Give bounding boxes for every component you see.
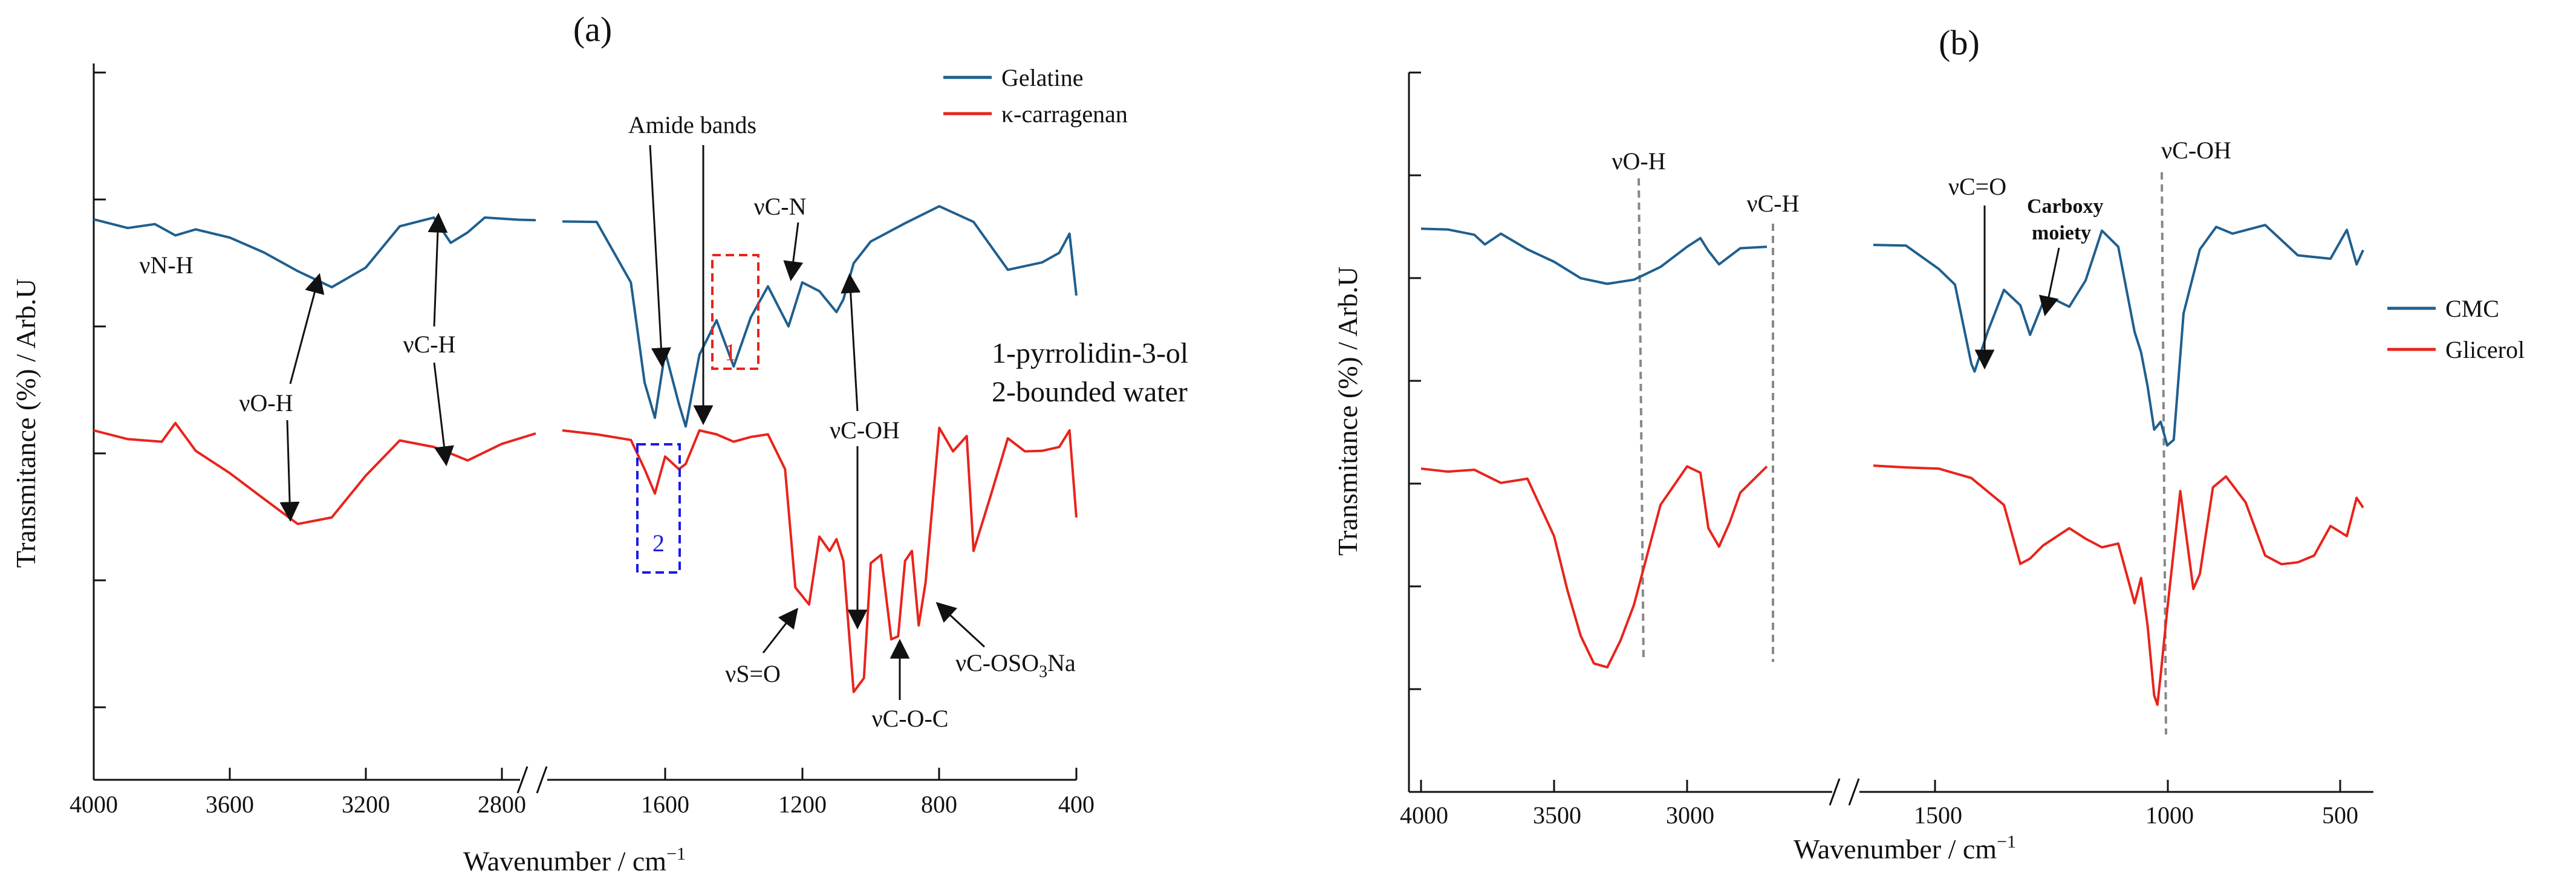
annotation-ch-a: νC-H bbox=[403, 331, 456, 358]
panel-b-series-glicerol-line bbox=[1421, 465, 2363, 705]
panel-b-annotations: νO-H νC-H νC=O Carboxy moiety νC-OH bbox=[1612, 137, 2231, 368]
arrow-so bbox=[763, 609, 797, 653]
panel-a-y-label: Transmitance (%) / Arb.U bbox=[10, 279, 41, 568]
guide-oh bbox=[1639, 178, 1644, 662]
panel-b-x-label: Wavenumber / cm−1 bbox=[1794, 832, 2016, 864]
panel-b-legend: CMC Glicerol bbox=[2387, 295, 2525, 363]
panel-b: (b) 4000 3500 3000 bbox=[1332, 23, 2525, 864]
panel-a-xtick-1200: 1200 bbox=[778, 791, 827, 818]
arrow-oh-down bbox=[287, 420, 290, 520]
arrow-oh-up bbox=[290, 275, 319, 384]
panel-b-x-tick-labels: 4000 3500 3000 1500 1000 500 bbox=[1400, 802, 2358, 829]
annotation-ch-b: νC-H bbox=[1747, 190, 1800, 217]
annotation-coh-b: νC-OH bbox=[2161, 137, 2231, 164]
annotation-moiety: moiety bbox=[2032, 222, 2091, 244]
panel-a-xtick-800: 800 bbox=[921, 791, 957, 818]
panel-b-y-ticks bbox=[1409, 73, 1421, 689]
annotation-cn: νC-N bbox=[754, 193, 807, 220]
panel-b-xtick-1500: 1500 bbox=[1914, 802, 1962, 829]
annotation-amide-bands: Amide bands bbox=[628, 111, 756, 138]
annotation-coc: νC-O-C bbox=[872, 705, 949, 732]
annotation-oh: νO-H bbox=[239, 389, 293, 417]
panel-a-x-label: Wavenumber / cm−1 bbox=[463, 844, 686, 877]
panel-b-xtick-1000: 1000 bbox=[2145, 802, 2194, 829]
panel-a-title: (a) bbox=[573, 10, 612, 49]
panel-b-series-cmc-line bbox=[1421, 225, 2363, 446]
panel-b-guides bbox=[1639, 172, 2166, 734]
arrow-carboxy bbox=[2045, 248, 2059, 314]
panel-b-y-label: Transmitance (%) / Arb.U bbox=[1332, 267, 1363, 556]
arrow-coh-up bbox=[850, 275, 857, 411]
panel-a-xtick-2800: 2800 bbox=[478, 791, 526, 818]
panel-a-xtick-400: 400 bbox=[1058, 791, 1094, 818]
panel-a-series-kcarragenan-line bbox=[94, 423, 1076, 692]
panel-a-xtick-1600: 1600 bbox=[641, 791, 689, 818]
arrow-amide-1 bbox=[650, 145, 662, 366]
panel-b-xtick-500: 500 bbox=[2322, 802, 2358, 829]
panel-b-legend-glicerol: Glicerol bbox=[2445, 336, 2525, 363]
arrow-cn bbox=[791, 222, 798, 279]
annotation-so: νS=O bbox=[725, 660, 781, 687]
panel-b-legend-cmc: CMC bbox=[2445, 295, 2499, 322]
panel-a-annotations: νN-H νO-H νC-H Amide bands 1 2 νC-N νC-O… bbox=[139, 111, 1188, 732]
note-pyrrolidin: 1-pyrrolidin-3-ol bbox=[992, 337, 1188, 369]
panel-b-title: (b) bbox=[1939, 23, 1980, 62]
panel-a-legend-kcarragenan: κ-carragenan bbox=[1001, 100, 1128, 128]
panel-a-xtick-3200: 3200 bbox=[342, 791, 390, 818]
panel-a-y-ticks bbox=[94, 73, 106, 707]
panel-a-xtick-3600: 3600 bbox=[206, 791, 254, 818]
panel-b-xtick-3500: 3500 bbox=[1533, 802, 1581, 829]
panel-a-x-tick-labels: 4000 3600 3200 2800 1600 1200 800 400 bbox=[70, 791, 1094, 818]
annotation-coso3na: νC-OSO3Na bbox=[955, 649, 1076, 681]
annotation-co: νC=O bbox=[1948, 173, 2006, 200]
panel-b-x-ticks bbox=[1421, 780, 2340, 792]
annotation-coh-a: νC-OH bbox=[830, 417, 900, 444]
figure-canvas: (a) 4000 bbox=[0, 0, 2576, 885]
highlight-box-2-label: 2 bbox=[652, 530, 665, 557]
panel-a-axis-break bbox=[518, 767, 547, 793]
annotation-carboxy: Carboxy bbox=[2027, 195, 2104, 218]
panel-a-legend-gelatine: Gelatine bbox=[1001, 64, 1084, 91]
panel-b-xtick-4000: 4000 bbox=[1400, 802, 1448, 829]
note-bounded-water: 2-bounded water bbox=[992, 376, 1188, 408]
panel-b-axis-break bbox=[1830, 779, 1859, 805]
panel-a-x-ticks bbox=[94, 768, 1076, 780]
panel-b-xtick-3000: 3000 bbox=[1666, 802, 1714, 829]
panel-a: (a) 4000 bbox=[10, 10, 1188, 877]
annotation-nh: νN-H bbox=[139, 251, 193, 279]
panel-a-xtick-4000: 4000 bbox=[70, 791, 118, 818]
panel-a-legend: Gelatine κ-carragenan bbox=[943, 64, 1128, 128]
highlight-box-1-label: 1 bbox=[724, 339, 737, 366]
annotation-oh-b: νO-H bbox=[1612, 148, 1665, 175]
arrow-coso3na bbox=[937, 603, 984, 647]
arrow-ch-up bbox=[434, 215, 438, 326]
